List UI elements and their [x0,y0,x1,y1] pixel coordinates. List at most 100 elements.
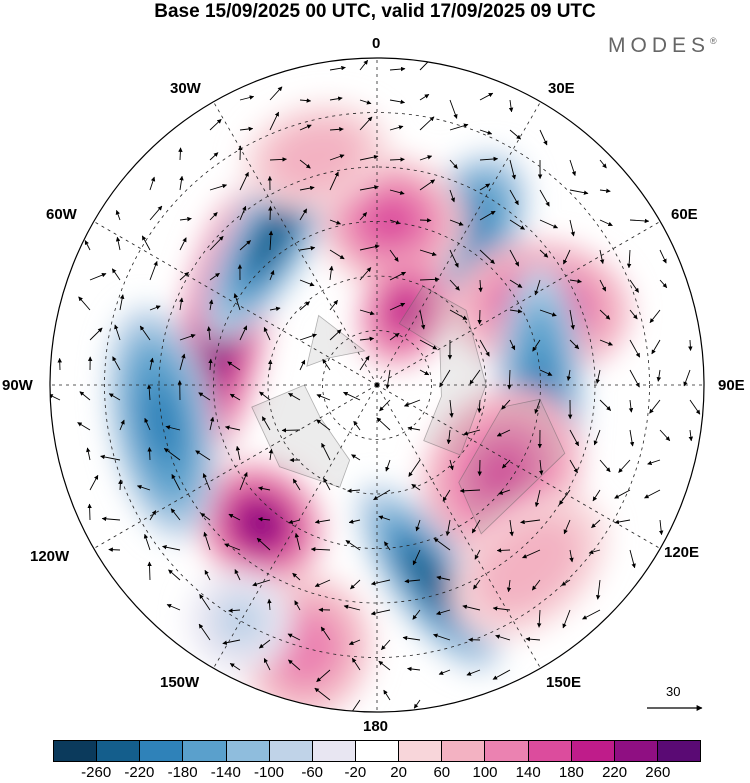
wind-arrow [353,420,361,431]
wind-arrow [466,669,481,676]
wind-arrow [206,326,212,341]
colorbar-tick-label: -140 [210,764,241,781]
wind-arrow [347,488,361,493]
colorbar-cell-3 [183,741,227,761]
wind-arrow [628,399,634,413]
colorbar-tick-label: 260 [645,764,671,781]
wind-arrow [449,249,459,268]
wind-arrow [268,448,274,461]
wind-arrow [316,394,331,401]
wind-arrow [539,369,553,376]
wind-arrow [299,98,312,103]
wind-arrow [492,669,511,680]
wind-arrow [509,339,516,351]
lon-label-60e: 60E [671,206,698,223]
wind-arrow [419,309,426,330]
wind-arrow [656,369,662,382]
wind-arrow [433,537,451,551]
wind-arrow [436,609,451,616]
wind-arrow [261,416,271,431]
wind-arrow [299,208,308,221]
wind-arrow [445,519,451,537]
wind-arrow [629,279,639,293]
colorbar-tick-label: -260 [81,764,112,781]
wind-arrow [108,393,121,401]
wind-arrow [509,519,514,537]
colorbar-tick-label: 60 [433,764,451,781]
wind-arrow [269,86,283,101]
wind-arrow [522,549,541,559]
anomaly-field [50,58,704,712]
wind-arrow [459,488,481,494]
wind-arrow [471,519,481,534]
wind-arrow [412,609,421,620]
colorbar-cell-12 [571,741,615,761]
wind-arrow [321,442,331,461]
wind-arrow [316,669,331,683]
wind-arrow [287,633,301,641]
wind-arrow [163,448,181,461]
wind-arrow [507,369,512,390]
wind-arrow [257,516,271,522]
wind-arrow [433,633,451,641]
wind-arrow [629,549,636,569]
wind-arrow [389,302,406,311]
wind-arrow [351,657,361,671]
wind-arrow [179,353,186,371]
wind-arrow [449,309,468,320]
wind-arrow [498,489,511,495]
wind-arrow [203,531,211,551]
wind-arrow [496,548,511,553]
wind-arrow [239,95,255,101]
wind-arrow [509,159,516,180]
wind-arrow [239,240,251,251]
wind-arrow [343,604,361,611]
wind-arrow [539,129,548,146]
colorbar-cell-2 [140,741,184,761]
lon-label-30e: 30E [548,80,575,97]
wind-arrow [419,155,433,161]
wind-arrow [78,296,91,311]
colorbar-cell-11 [528,741,572,761]
wind-arrow [389,99,406,105]
wind-arrow [299,333,317,341]
wind-arrow [329,219,342,225]
wind-arrow [77,422,91,431]
wind-arrow [89,474,99,491]
wind-arrow [267,598,272,611]
wind-arrow [569,219,575,237]
wind-arrow [582,609,601,620]
chart-title: Base 15/09/2025 00 UTC, valid 17/09/2025… [154,1,596,22]
wind-arrow [501,459,511,469]
anomaly-blob [290,138,342,176]
colorbar-tick-label: 220 [602,764,628,781]
wind-arrow [509,308,523,314]
wind-arrow [115,209,121,221]
wind-arrow [419,249,437,257]
wind-arrow [683,369,691,387]
wind-arrow [119,419,125,431]
wind-arrow [329,127,344,132]
wind-arrow [195,450,211,461]
wind-arrow [178,147,183,161]
wind-arrow [209,152,219,161]
wind-arrow [370,609,391,616]
meridian-line [93,221,378,386]
wind-arrow [359,116,373,131]
wind-arrow [118,479,123,491]
wind-arrow [563,249,571,265]
wind-arrow [162,545,181,551]
wind-arrow [614,519,631,525]
colorbar-tick-label: 100 [472,764,498,781]
wind-arrow [222,639,241,645]
wind-arrow [595,369,601,384]
wind-arrow [269,111,280,131]
wind-arrow [227,361,241,371]
wind-arrow [379,399,391,412]
map-boundary [49,57,705,713]
lon-label-150e: 150E [546,674,582,691]
wind-arrow [108,547,121,552]
wind-arrow [198,392,211,401]
wind-arrow [299,246,316,251]
